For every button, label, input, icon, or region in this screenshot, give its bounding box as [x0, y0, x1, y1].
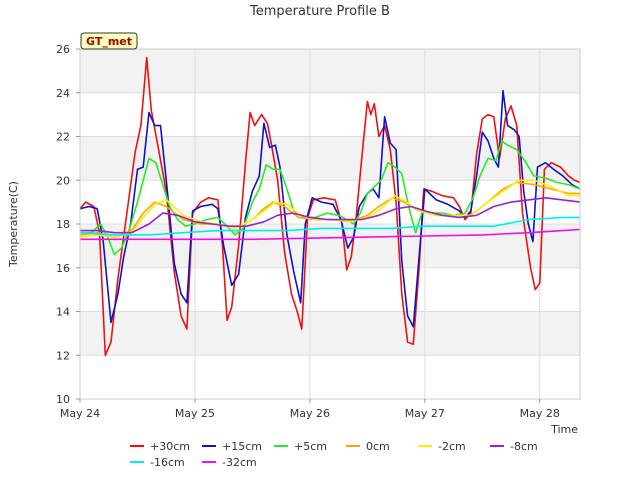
y-tick-label: 14: [56, 306, 70, 319]
chart-title: Temperature Profile B: [249, 4, 390, 19]
legend-item: -16cm: [130, 456, 185, 469]
x-tick-label: May 24: [60, 407, 100, 420]
series-line-32cm: [80, 228, 581, 241]
legend-label: -2cm: [438, 440, 466, 453]
y-tick-label: 26: [56, 43, 70, 56]
x-tick-label: May 27: [405, 407, 445, 420]
legend-item: -32cm: [202, 456, 257, 469]
legend-label: -16cm: [150, 456, 185, 469]
y-axis-label: Temperature(C): [7, 181, 20, 268]
y-tick-label: 24: [56, 87, 70, 100]
legend-label: -32cm: [222, 456, 257, 469]
x-tick-label: May 28: [520, 407, 560, 420]
series-line-5cm: [80, 140, 581, 256]
legend-label: +5cm: [294, 440, 327, 453]
legend-item: -8cm: [490, 440, 538, 453]
legend-item: +15cm: [202, 440, 262, 453]
plot-band: [80, 224, 580, 268]
legend-label: 0cm: [366, 440, 390, 453]
gt-met-badge: GT_met: [80, 32, 138, 50]
gt-met-badge-label: GT_met: [86, 35, 132, 48]
y-tick-label: 20: [56, 174, 70, 187]
y-tick-label: 10: [56, 393, 70, 406]
y-tick-label: 18: [56, 218, 70, 231]
y-tick-label: 12: [56, 349, 70, 362]
legend-label: +15cm: [222, 440, 262, 453]
y-axis: 10 12 14 16 18 20 22 24 26: [56, 43, 80, 406]
legend: +30cm +15cm +5cm 0cm -2cm -8cm -16cm -32cm: [130, 440, 538, 469]
series-line-8cm: [80, 197, 581, 234]
plot-band: [80, 311, 580, 356]
legend-label: -8cm: [510, 440, 538, 453]
series-line-15cm: [79, 89, 581, 328]
x-axis-label: Time: [550, 423, 578, 436]
series-line-16cm: [79, 216, 580, 236]
legend-label: +30cm: [150, 440, 190, 453]
x-tick-label: May 25: [175, 407, 215, 420]
y-tick-label: 22: [56, 131, 70, 144]
legend-item: +5cm: [274, 440, 327, 453]
plot-band: [80, 49, 580, 93]
x-axis: May 24 May 25 May 26 May 27 May 28: [60, 399, 560, 420]
x-tick-label: May 26: [290, 407, 330, 420]
y-tick-label: 16: [56, 262, 70, 275]
legend-item: +30cm: [130, 440, 190, 453]
legend-item: -2cm: [418, 440, 466, 453]
legend-item: 0cm: [346, 440, 390, 453]
series-layer: [79, 56, 581, 357]
